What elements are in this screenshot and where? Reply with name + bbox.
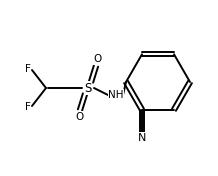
Text: N: N — [138, 133, 146, 143]
Text: NH: NH — [108, 90, 124, 100]
Text: O: O — [75, 112, 83, 122]
Text: O: O — [93, 54, 101, 64]
Text: F: F — [25, 102, 31, 112]
Text: S: S — [84, 81, 92, 95]
Text: F: F — [25, 64, 31, 74]
